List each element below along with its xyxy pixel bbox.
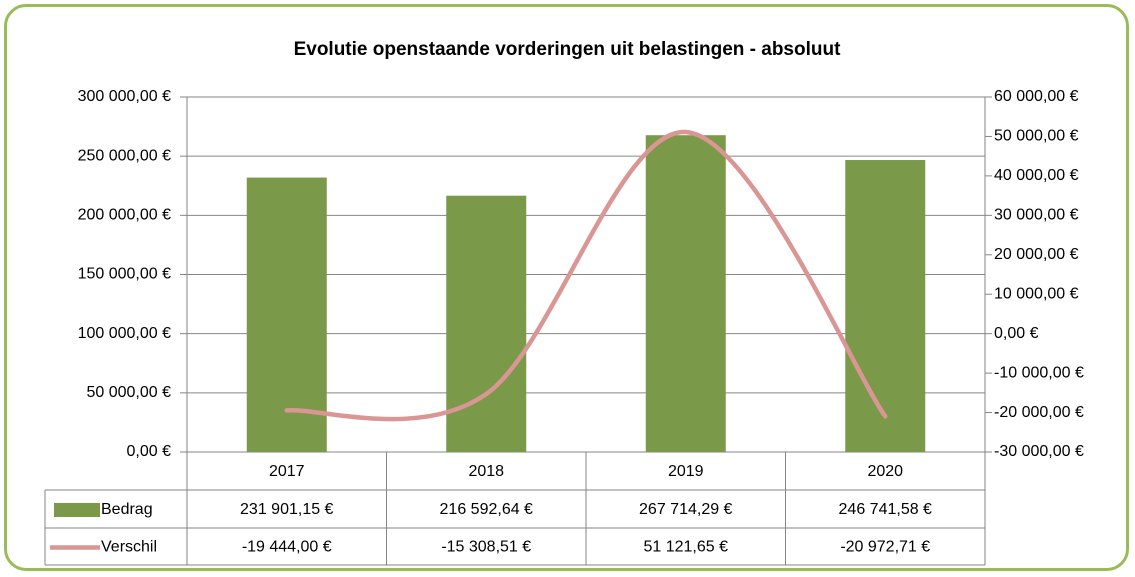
y2-tick-label: 40 000,00 € [994,167,1079,184]
y-tick-label: 300 000,00 € [78,88,172,105]
y2-tick-label: -20 000,00 € [994,404,1084,421]
table-value: -20 972,71 € [840,539,930,556]
chart-frame [4,4,1129,571]
bar [645,135,726,452]
y2-tick-label: 60 000,00 € [994,88,1079,105]
y-tick-label: 100 000,00 € [78,325,172,342]
table-value: 267 714,29 € [639,501,733,518]
y-tick-label: 0,00 € [127,443,172,460]
table-value: 246 741,58 € [839,501,933,518]
table-value: 216 592,64 € [440,501,534,518]
table-value: -15 308,51 € [441,539,531,556]
line [284,129,888,422]
y-tick-label: 50 000,00 € [86,384,171,401]
y2-tick-label: 20 000,00 € [994,246,1079,263]
chart-title: Evolutie openstaande vorderingen uit bel… [294,39,842,60]
legend-label: Bedrag [101,501,153,518]
x-tick-label: 2018 [468,463,504,480]
x-tick-label: 2017 [269,463,305,480]
table-value: 51 121,65 € [643,539,728,556]
x-tick-label: 2020 [867,463,903,480]
y-tick-label: 200 000,00 € [78,207,172,224]
y2-tick-label: 10 000,00 € [994,285,1079,302]
y2-tick-label: 50 000,00 € [994,128,1079,145]
y2-tick-label: -10 000,00 € [994,364,1084,381]
table-value: 231 901,15 € [240,501,334,518]
bar [246,177,327,453]
y2-tick-label: -30 000,00 € [994,443,1084,460]
legend-swatch [54,503,100,517]
y-tick-label: 250 000,00 € [78,147,172,164]
bar [446,195,527,452]
y2-tick-label: 0,00 € [994,325,1039,342]
table-value: -19 444,00 € [242,539,332,556]
y-tick-label: 150 000,00 € [78,266,172,283]
y2-tick-label: 30 000,00 € [994,207,1079,224]
legend-label: Verschil [101,539,157,556]
x-tick-label: 2019 [668,463,704,480]
bar [845,160,926,452]
